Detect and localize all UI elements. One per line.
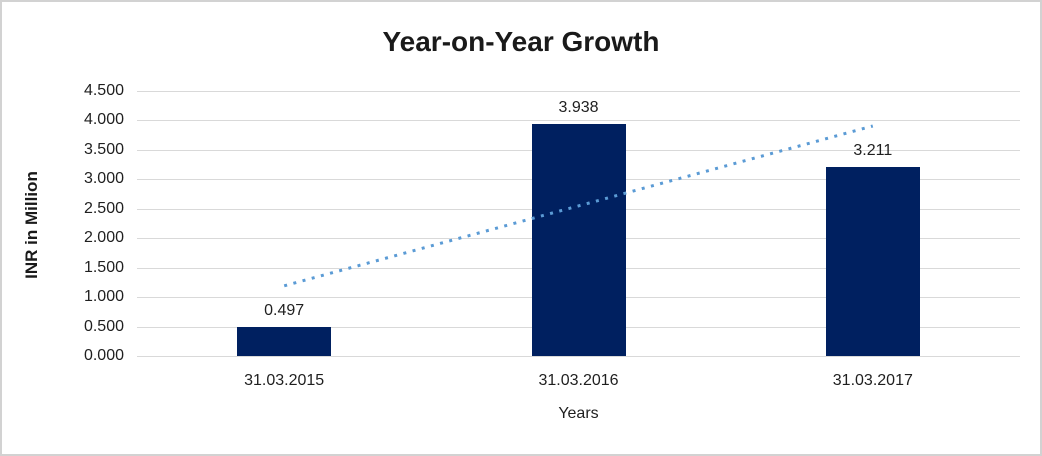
- bar-value-label: 0.497: [264, 301, 305, 319]
- gridline: [137, 120, 1020, 122]
- bar-value-label: 3.211: [853, 141, 893, 159]
- y-tick-label: 0.000: [83, 347, 124, 364]
- y-tick-label: 1.000: [83, 288, 124, 306]
- gridline: [137, 356, 1020, 357]
- bar-31.03.2017: [825, 166, 920, 356]
- y-tick-label: 4.000: [83, 111, 124, 129]
- gridline: [137, 91, 1020, 92]
- y-tick-label: 2.500: [83, 199, 124, 217]
- y-tick-label: 0.500: [83, 317, 124, 335]
- chart-title: Year-on-Year Growth: [382, 26, 660, 57]
- bar-31.03.2016: [531, 124, 626, 356]
- x-tick-label: 31.03.2016: [538, 372, 619, 389]
- y-tick-label: 4.500: [83, 82, 124, 99]
- y-tick-label: 2.000: [83, 229, 124, 247]
- y-tick-label: 3.000: [83, 170, 124, 188]
- y-axis-title: INR in Million: [22, 171, 41, 279]
- x-tick-label: 31.03.2015: [244, 372, 325, 389]
- bar-31.03.2015: [237, 326, 332, 356]
- x-tick-label: 31.03.2017: [832, 372, 913, 389]
- bar-value-label: 3.938: [558, 99, 599, 117]
- y-tick-label: 3.500: [83, 140, 124, 158]
- x-axis-title: Years: [558, 405, 599, 422]
- y-tick-label: 1.500: [83, 258, 124, 276]
